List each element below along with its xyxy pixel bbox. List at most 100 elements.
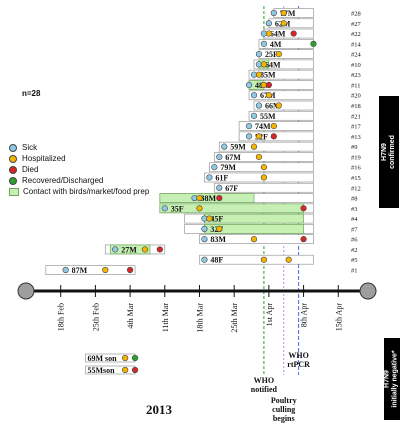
case-row: 38M #8 bbox=[159, 193, 358, 203]
marker-label-line: WHO bbox=[254, 376, 274, 385]
case-row: 25F #24 bbox=[255, 49, 362, 59]
hospitalized-event-marker bbox=[270, 122, 277, 130]
axis-tick-label: 18th Feb bbox=[57, 303, 66, 331]
hospitalized-event-marker bbox=[141, 246, 149, 253]
sick-event-marker bbox=[211, 164, 218, 171]
marker-label: WHO rtPCR bbox=[287, 351, 310, 369]
marker-label-line: rtPCR bbox=[287, 360, 310, 369]
confirmed-side-label: H7N9 confirmed bbox=[379, 96, 399, 208]
legend-label: Died bbox=[22, 165, 39, 174]
case-id: #12 bbox=[351, 185, 361, 192]
case-label: 67F bbox=[225, 184, 238, 193]
hospitalized-event-marker bbox=[216, 225, 223, 232]
case-id: #24 bbox=[351, 52, 362, 59]
case-id: #20 bbox=[351, 93, 361, 100]
case-row: 35F #3 bbox=[159, 203, 358, 213]
year-label: 2013 bbox=[146, 402, 172, 417]
legend-item-contact: Contact with birds/market/food prep bbox=[9, 186, 149, 197]
case-label: 64M bbox=[265, 60, 281, 69]
case-row: 67M #19 bbox=[213, 152, 361, 162]
hospitalized-event-marker bbox=[280, 9, 287, 17]
case-bar bbox=[204, 172, 314, 183]
legend-label: Recovered/Discharged bbox=[22, 176, 104, 185]
recovered-event-marker bbox=[131, 354, 139, 362]
hospitalized-event-marker bbox=[280, 20, 287, 27]
legend-item-recovered: Recovered/Discharged bbox=[9, 175, 134, 186]
case-row: 67M#20 bbox=[248, 90, 361, 100]
recovered-dot-icon bbox=[9, 176, 17, 185]
case-label: 66M bbox=[265, 102, 281, 111]
case-id: #6 bbox=[351, 237, 358, 244]
hospitalized-event-marker bbox=[275, 102, 282, 109]
legend: Sick Hospitalized Died Recovered/Dischar… bbox=[9, 142, 149, 197]
case-label: 48F bbox=[210, 256, 223, 265]
died-event-marker bbox=[270, 133, 277, 140]
axis-start-cap bbox=[17, 282, 35, 300]
hospitalized-event-marker bbox=[255, 153, 263, 161]
died-event-marker bbox=[265, 81, 272, 89]
case-id: #11 bbox=[351, 82, 361, 89]
case-row: 48F #5 bbox=[199, 254, 358, 265]
hospitalized-event-marker bbox=[250, 236, 258, 243]
case-count-label: n=28 bbox=[22, 89, 41, 98]
marker-label: Poultry culling begins bbox=[271, 396, 297, 423]
case-bar bbox=[253, 100, 314, 111]
axis-tick-label: 18th Mar bbox=[195, 303, 204, 333]
legend-item-sick: Sick bbox=[9, 142, 134, 153]
marker-label: WHO notified bbox=[251, 376, 278, 394]
case-id: #28 bbox=[351, 11, 361, 18]
case-id: #9 bbox=[351, 144, 358, 151]
sick-event-marker bbox=[250, 112, 258, 119]
sick-event-marker bbox=[250, 92, 258, 99]
axis-tick-label: 15th Apr bbox=[334, 303, 343, 332]
confirmed-side-text: H7N9 confirmed bbox=[381, 135, 396, 169]
case-row: 67F #12 bbox=[213, 182, 361, 193]
case-label: 83M bbox=[210, 235, 226, 244]
hospitalized-event-marker bbox=[265, 30, 272, 37]
case-label: 67M bbox=[225, 153, 241, 162]
case-label: 87M bbox=[72, 266, 88, 275]
negative-case-label: 69M son bbox=[87, 354, 117, 363]
case-label: 79M bbox=[220, 163, 236, 172]
case-id: #13 bbox=[351, 134, 361, 141]
marker-label-line: Poultry bbox=[271, 396, 297, 405]
legend-label: Contact with birds/market/food prep bbox=[23, 187, 150, 196]
sick-event-marker bbox=[245, 81, 253, 89]
legend-item-died: Died bbox=[9, 164, 134, 175]
case-row: 85M #23 bbox=[248, 69, 361, 80]
axis-tick-label: 8th Apr bbox=[300, 303, 309, 328]
case-row: 55M #21 bbox=[248, 110, 361, 121]
sick-event-marker bbox=[62, 266, 69, 274]
case-id: #15 bbox=[351, 175, 361, 182]
case-label: 27M bbox=[121, 245, 137, 254]
sick-event-marker bbox=[161, 205, 168, 212]
case-bar bbox=[248, 110, 314, 121]
axis-tick-label: 25th Feb bbox=[91, 303, 100, 331]
case-id: #19 bbox=[351, 154, 361, 161]
marker-label-line: notified bbox=[251, 385, 278, 394]
case-row: 52F#13 bbox=[238, 131, 361, 141]
case-label: 38M bbox=[201, 194, 217, 203]
case-label: 4M bbox=[270, 40, 282, 49]
contact-bar bbox=[109, 244, 151, 255]
recovered-event-marker bbox=[310, 40, 317, 47]
legend-label: Hospitalized bbox=[22, 154, 66, 163]
hospitalized-dot-icon bbox=[9, 154, 17, 163]
sick-event-marker bbox=[201, 256, 208, 263]
hospitalized-event-marker bbox=[275, 51, 282, 58]
case-id: #21 bbox=[351, 113, 361, 120]
case-id: #2 bbox=[351, 247, 358, 254]
case-row: 66M #18 bbox=[253, 100, 361, 111]
case-id: #14 bbox=[351, 41, 362, 48]
sick-event-marker bbox=[245, 122, 253, 130]
case-row: 74M #17 bbox=[238, 121, 362, 131]
sick-event-marker bbox=[245, 133, 253, 140]
case-row: 87M #1 bbox=[45, 265, 358, 275]
died-event-marker bbox=[131, 366, 139, 374]
axis-tick-label: 25th Mar bbox=[230, 303, 239, 333]
sick-event-marker bbox=[270, 9, 277, 17]
case-row: 83M #6 bbox=[199, 234, 358, 244]
case-row: 4M #14 bbox=[258, 38, 362, 49]
